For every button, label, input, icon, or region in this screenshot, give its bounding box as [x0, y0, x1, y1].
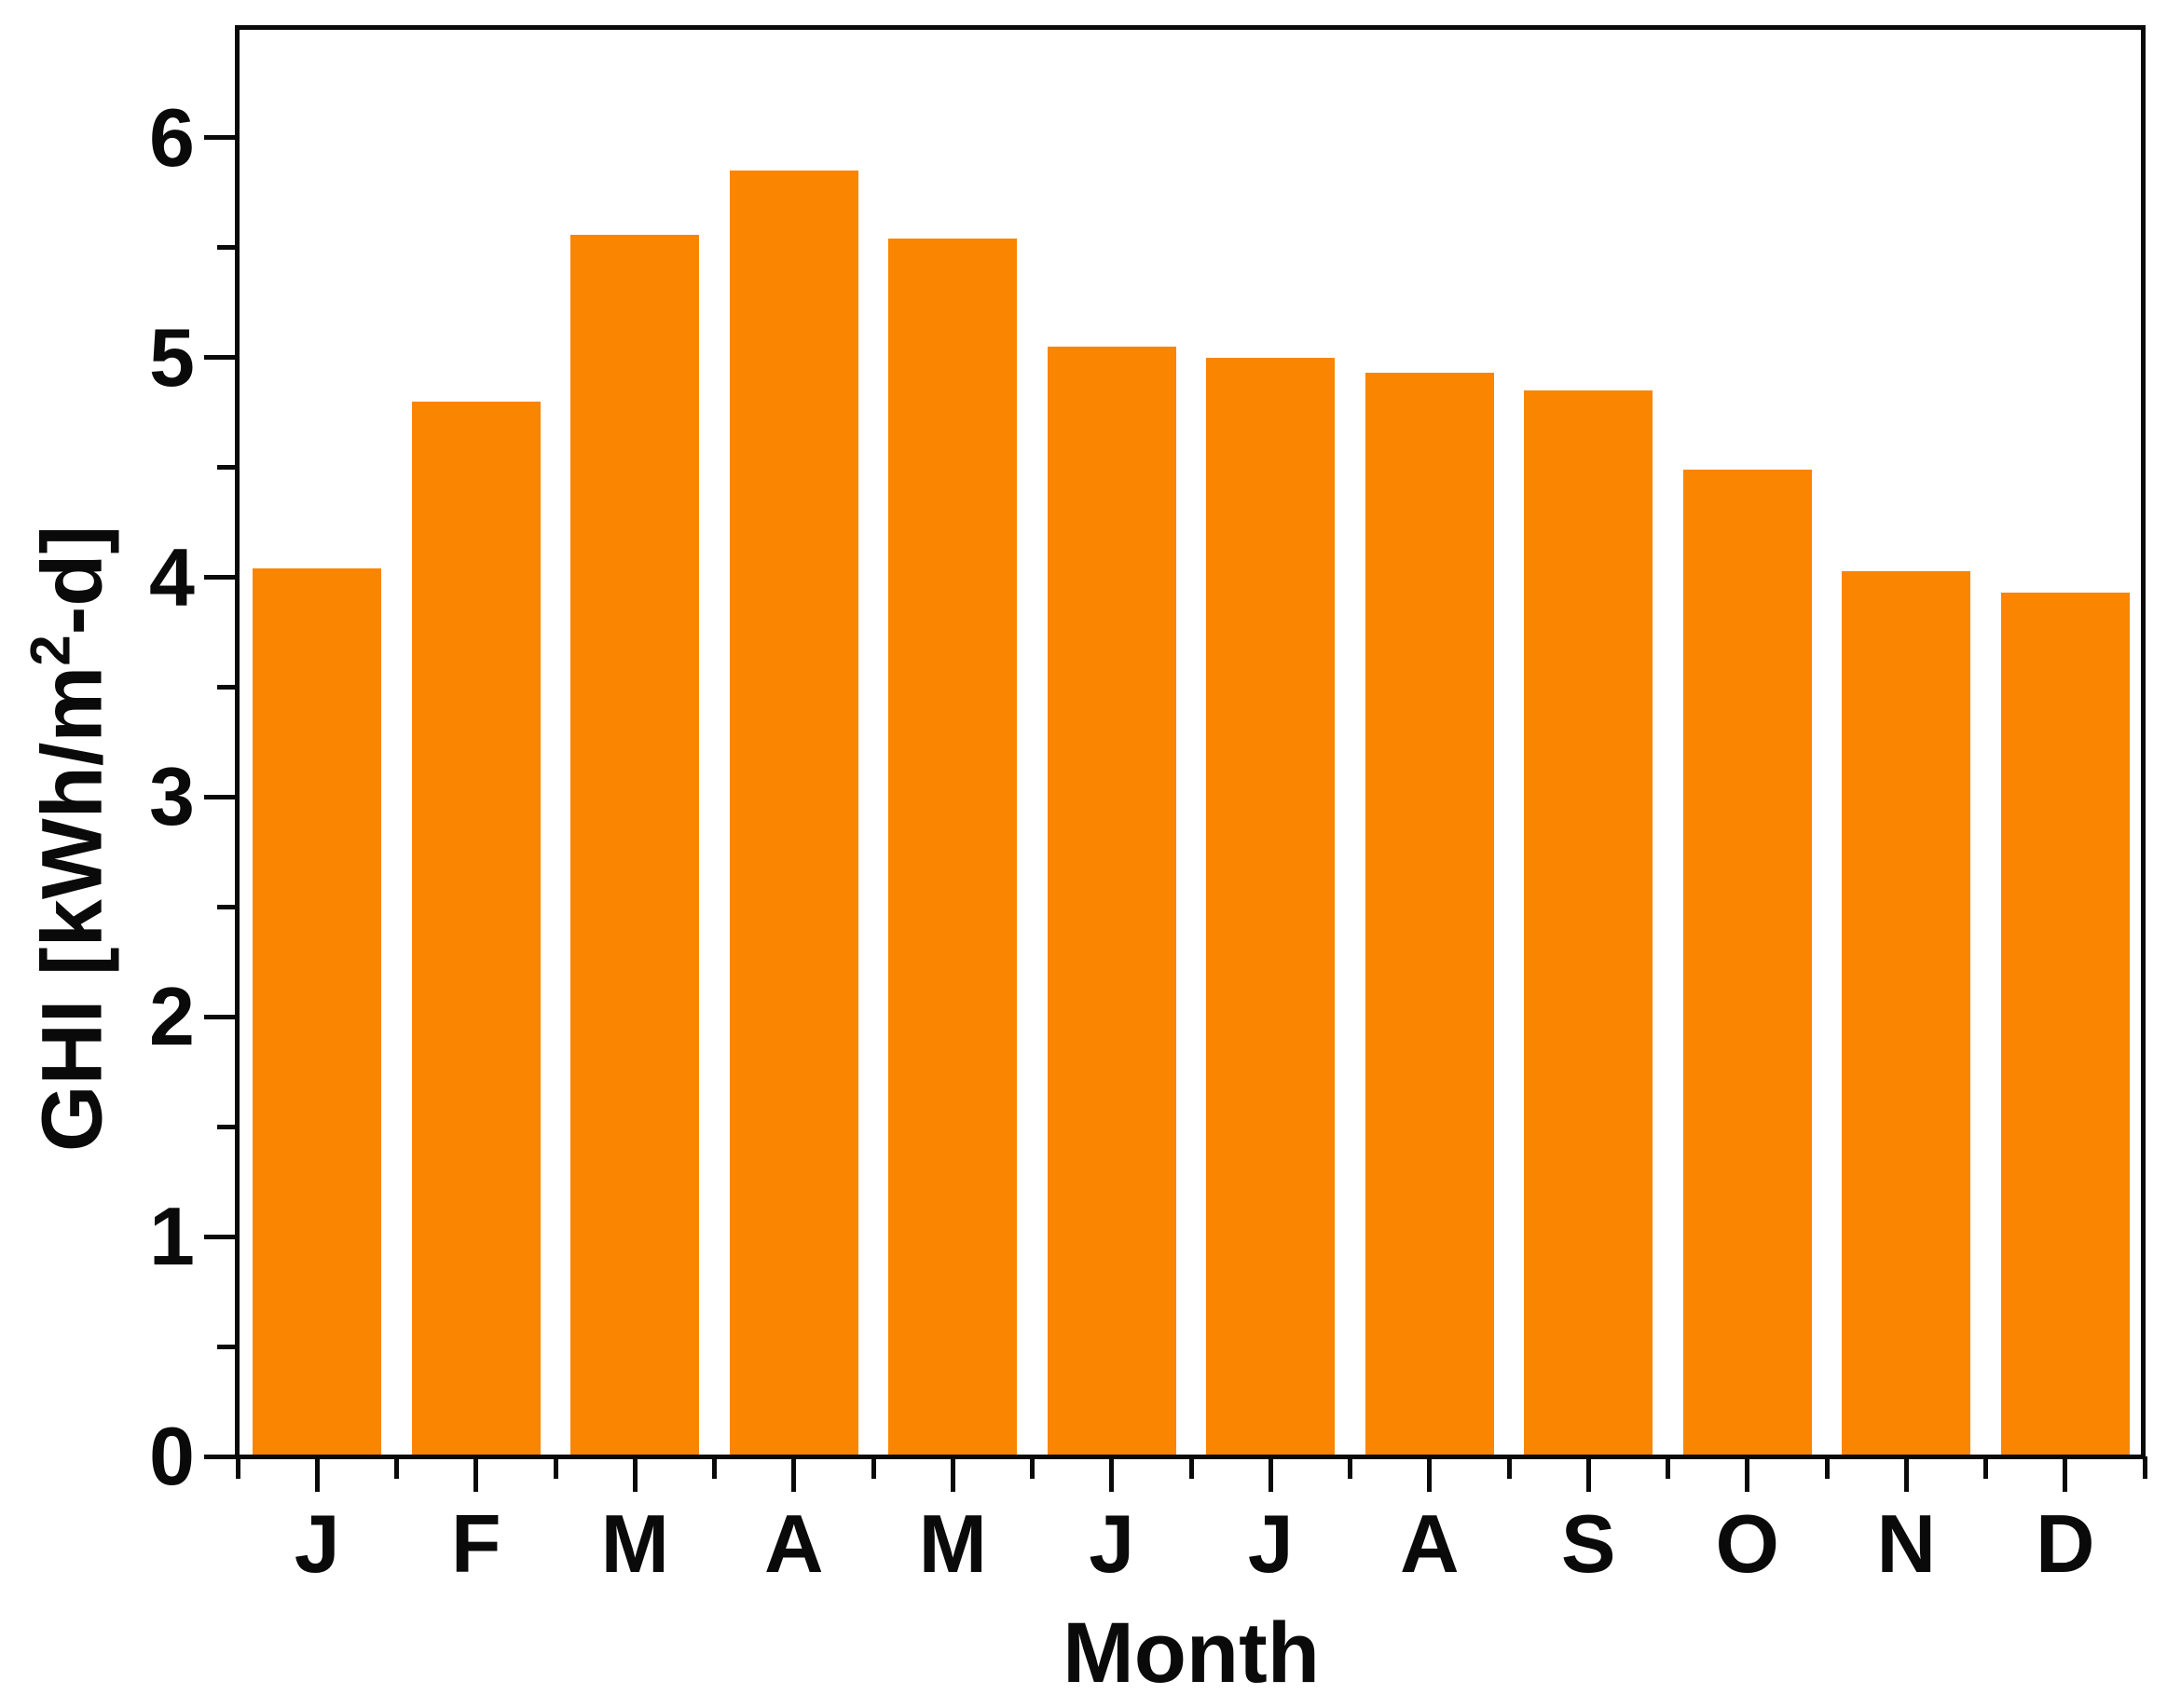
x-tick-label: M	[918, 1497, 987, 1590]
x-tick-label: A	[763, 1497, 824, 1590]
bar-J-1	[253, 568, 382, 1456]
y-tick-label: 5	[149, 310, 195, 403]
x-major-tick	[1585, 1456, 1591, 1492]
x-tick-label: M	[600, 1497, 669, 1590]
x-major-tick	[1268, 1456, 1273, 1492]
x-major-tick	[2063, 1456, 2068, 1492]
x-minor-tick	[1983, 1456, 1988, 1479]
x-minor-tick	[712, 1456, 717, 1479]
bar-A-8	[1365, 373, 1494, 1456]
y-tick-label: 2	[149, 970, 195, 1063]
x-major-tick	[1903, 1456, 1909, 1492]
y-axis-title-prefix: GHI [kWh/m	[24, 665, 120, 1153]
x-tick-label: S	[1560, 1497, 1616, 1590]
x-minor-tick	[394, 1456, 399, 1479]
y-minor-tick	[217, 1344, 238, 1349]
y-minor-tick	[217, 1124, 238, 1129]
y-major-tick	[204, 794, 238, 799]
bar-D-12	[2000, 593, 2130, 1456]
x-minor-tick	[2142, 1456, 2147, 1479]
y-major-tick	[204, 1014, 238, 1019]
bar-O-10	[1682, 470, 1812, 1456]
x-minor-tick	[871, 1456, 876, 1479]
x-tick-label: N	[1876, 1497, 1937, 1590]
y-tick-label: 1	[149, 1190, 195, 1283]
y-minor-tick	[217, 245, 238, 251]
y-axis-title-superscript: 2	[19, 635, 82, 666]
y-major-tick	[204, 575, 238, 581]
x-axis-title: Month	[1063, 1606, 1320, 1701]
x-major-tick	[1109, 1456, 1115, 1492]
x-minor-tick	[1030, 1456, 1035, 1479]
x-tick-label: F	[450, 1497, 501, 1590]
x-minor-tick	[235, 1456, 240, 1479]
y-minor-tick	[217, 904, 238, 909]
bar-J-6	[1047, 346, 1176, 1456]
bar-M-5	[888, 239, 1018, 1456]
bar-S-9	[1524, 390, 1653, 1456]
x-tick-label: J	[294, 1497, 340, 1590]
x-tick-label: A	[1399, 1497, 1460, 1590]
y-major-tick	[204, 135, 238, 141]
y-major-tick	[204, 1234, 238, 1239]
bar-N-11	[1842, 570, 1971, 1456]
x-major-tick	[473, 1456, 479, 1492]
x-major-tick	[950, 1456, 955, 1492]
x-major-tick	[314, 1456, 320, 1492]
y-minor-tick	[217, 465, 238, 471]
bar-J-7	[1206, 357, 1336, 1456]
x-minor-tick	[1188, 1456, 1194, 1479]
x-minor-tick	[1824, 1456, 1830, 1479]
x-major-tick	[1745, 1456, 1750, 1492]
y-tick-label: 3	[149, 750, 195, 843]
x-minor-tick	[1348, 1456, 1352, 1479]
x-minor-tick	[553, 1456, 558, 1479]
y-tick-label: 0	[149, 1410, 195, 1502]
x-major-tick	[632, 1456, 638, 1492]
x-major-tick	[791, 1456, 797, 1492]
bar-A-4	[729, 171, 858, 1456]
x-tick-label: O	[1715, 1497, 1779, 1590]
bar-F-2	[411, 401, 541, 1456]
y-major-tick	[204, 1454, 238, 1459]
y-major-tick	[204, 355, 238, 361]
y-minor-tick	[217, 685, 238, 690]
x-tick-label: D	[2035, 1497, 2095, 1590]
x-tick-label: J	[1089, 1497, 1135, 1590]
x-tick-label: J	[1247, 1497, 1294, 1590]
x-major-tick	[1427, 1456, 1433, 1492]
x-minor-tick	[1666, 1456, 1670, 1479]
bar-M-3	[570, 234, 700, 1456]
y-tick-label: 6	[149, 90, 195, 184]
x-minor-tick	[1506, 1456, 1512, 1479]
y-tick-label: 4	[149, 530, 195, 623]
